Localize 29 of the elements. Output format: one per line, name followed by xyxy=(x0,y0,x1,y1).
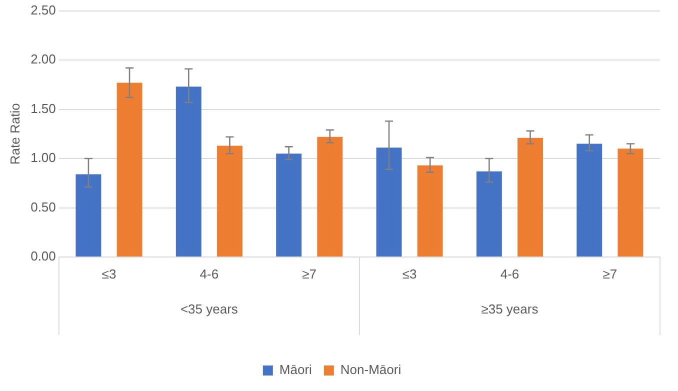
bar xyxy=(216,146,242,256)
text: <35 years xyxy=(180,302,238,317)
bar xyxy=(576,144,602,256)
bar xyxy=(317,136,343,256)
text: ≥35 years xyxy=(481,302,539,317)
y-axis-title: Rate Ratio xyxy=(7,103,22,165)
bar xyxy=(176,86,202,256)
bar xyxy=(276,154,302,256)
bar xyxy=(376,148,402,256)
bar xyxy=(417,165,443,256)
x-tick-label: ≤3 xyxy=(402,266,417,282)
y-tick-label: 2.00 xyxy=(30,52,56,67)
bar xyxy=(76,174,102,256)
legend-label: Māori xyxy=(279,362,312,378)
x-tick-label: 4-6 xyxy=(500,266,520,282)
x-tick-label: ≥7 xyxy=(302,266,317,282)
bar xyxy=(518,138,543,256)
bar xyxy=(618,148,644,256)
y-tick-label: 0.00 xyxy=(30,248,56,264)
x-tick-label: ≥7 xyxy=(602,266,618,282)
y-tick-label: 1.00 xyxy=(30,150,56,166)
y-tick-label: 1.50 xyxy=(30,100,56,116)
x-tick-label: 4-6 xyxy=(200,266,219,282)
legend-label: Non-Māori xyxy=(340,362,402,378)
y-tick-label: 2.50 xyxy=(30,2,56,18)
x-tick-label: ≤3 xyxy=(102,266,116,282)
y-tick-label: 0.50 xyxy=(30,199,56,214)
bar xyxy=(116,82,142,256)
bar xyxy=(476,171,502,256)
